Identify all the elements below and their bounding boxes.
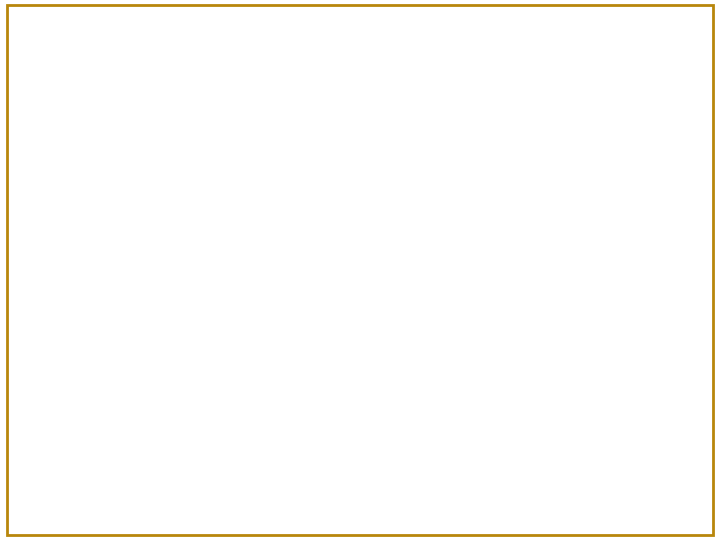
Text: forman 2 enlaces C–H nuevos (el etano tiene 6 mientras que: forman 2 enlaces C–H nuevos (el etano ti… <box>128 226 698 245</box>
Text: En el proceso se rompe un enlace C=C y otro H–H y se: En el proceso se rompe un enlace C=C y o… <box>128 201 642 220</box>
Text: el eteno tenía sólo 4) y un enlace C–C.: el eteno tenía sólo 4) y un enlace C–C. <box>128 251 488 271</box>
Text: $\Delta H^\circ = 1E_e$(C=C) $+ 1\ E_e$(H$-$H) $- 1E_e$(C$-$C) $- 2\ E_e$(C$-$H): $\Delta H^\circ = 1E_e$(C=C) $+ 1\ E_e$(… <box>128 317 629 340</box>
Text: Ejemplo:: Ejemplo: <box>121 87 203 106</box>
Text: $\Delta H^\circ$ =: $\Delta H^\circ$ = <box>128 410 194 429</box>
Text: Sabiendo que las energía de los siguientes enlaces (kJ/mol):: Sabiendo que las energía de los siguient… <box>174 87 680 106</box>
Text: $-$ (1 mol $\cdot$ 347 kJ/mol + 2 mol $\cdot$ 413 kJ/mol) =: $-$ (1 mol $\cdot$ 347 kJ/mol + 2 mol $\… <box>128 376 554 399</box>
Text: $\Delta H^\circ = \Sigma\ E_e$(enl. rotos) $- \Sigma\ E_e$(enl. formados) =: $\Delta H^\circ = \Sigma\ E_e$(enl. roto… <box>128 286 560 308</box>
Text: ■: ■ <box>115 351 128 365</box>
Text: ■: ■ <box>115 165 128 179</box>
Text: $\Delta\ H^0$ = 1 mol $\cdot$ 611 kJ/mol + 1mol $\cdot$ 436 kJ/mol: $\Delta\ H^0$ = 1 mol $\cdot$ 611 kJ/mol… <box>128 351 561 376</box>
Text: ■: ■ <box>115 317 128 331</box>
Text: $-$126 kJ/mol: $-$126 kJ/mol <box>180 410 307 433</box>
Text: C=C: 611;    C–C: 347;    C–H: 413 y H–H: 436, calcular el valor de ΔHº: C=C: 611; C–C: 347; C–H: 413 y H–H: 436,… <box>121 104 714 122</box>
FancyBboxPatch shape <box>107 190 631 468</box>
Text: Reacci\'{o}n: $\mathregular{CH_2{=}CH_2(g) + H_2(g) \rightarrow CH_3{-}CH_3(g)}$: Reacci\'{o}n: $\mathregular{CH_2{=}CH_2(… <box>128 165 594 187</box>
Text: de la reacción de hidrogenación del eteno.: de la reacción de hidrogenación del eten… <box>121 121 480 139</box>
Text: ■: ■ <box>115 410 128 424</box>
Text: ■: ■ <box>115 201 128 215</box>
Text: ■: ■ <box>115 286 128 300</box>
